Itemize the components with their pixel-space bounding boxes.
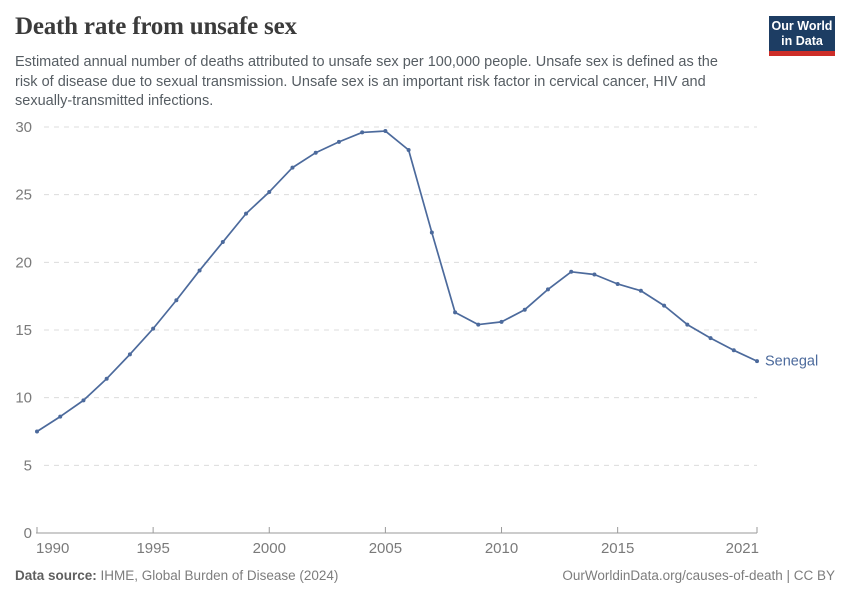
data-point[interactable] (429, 230, 434, 235)
y-tick-label: 20 (15, 254, 32, 271)
data-point[interactable] (662, 303, 667, 308)
series-end-label: Senegal (765, 354, 818, 370)
data-point[interactable] (35, 429, 39, 434)
data-point[interactable] (406, 148, 411, 153)
subtitle-line: risk of disease due to sexual transmissi… (15, 73, 706, 90)
data-point[interactable] (174, 298, 179, 303)
x-tick-label: 2005 (369, 540, 402, 557)
y-tick-label: 0 (24, 525, 32, 542)
owid-logo-line1: Our World (771, 19, 833, 33)
data-point[interactable] (569, 269, 574, 274)
data-point[interactable] (244, 211, 249, 216)
data-point[interactable] (197, 268, 202, 273)
line-chart[interactable]: 0 5 10 15 20 25 30 1990 1995 2000 2005 2010 2015 2021… (0, 110, 850, 565)
data-point[interactable] (104, 376, 109, 381)
page-title: Death rate from unsafe sex (15, 13, 297, 40)
data-point[interactable] (731, 348, 736, 353)
data-point[interactable] (383, 129, 388, 134)
data-point[interactable] (290, 165, 295, 170)
data-point[interactable] (685, 322, 690, 327)
data-point[interactable] (522, 307, 527, 312)
x-tick-label: 2021 (726, 540, 759, 557)
data-point[interactable] (476, 322, 481, 327)
subtitle-line: Estimated annual number of deaths attrib… (15, 54, 718, 70)
data-point[interactable] (708, 336, 713, 341)
data-point[interactable] (267, 189, 272, 194)
data-point[interactable] (151, 326, 156, 331)
data-point[interactable] (81, 398, 86, 403)
data-point[interactable] (638, 288, 643, 293)
data-point[interactable] (220, 240, 225, 245)
owid-logo-line2: in Data (781, 34, 823, 48)
y-tick-label: 15 (15, 322, 32, 339)
x-tick-label: 2000 (253, 540, 286, 557)
page-subtitle: Estimated annual number of deaths attrib… (15, 53, 775, 112)
data-source-label: Data source: (15, 568, 97, 583)
x-tick-label: 1995 (136, 540, 169, 557)
data-point[interactable] (592, 272, 597, 277)
credit-link[interactable]: OurWorldinData.org/causes-of-death | CC … (562, 568, 835, 583)
series-line[interactable] (36, 130, 758, 433)
y-tick-label: 25 (15, 187, 32, 204)
owid-logo[interactable]: Our World in Data (769, 16, 835, 56)
data-point[interactable] (360, 130, 365, 135)
data-point[interactable] (453, 310, 458, 315)
data-point[interactable] (58, 414, 63, 419)
x-tick-label: 2010 (485, 540, 518, 557)
y-tick-label: 30 (15, 119, 32, 136)
data-source: Data source: IHME, Global Burden of Dise… (15, 568, 338, 583)
data-point[interactable] (499, 319, 504, 324)
data-point[interactable] (336, 139, 341, 144)
data-point[interactable] (313, 150, 318, 155)
data-source-value: IHME, Global Burden of Disease (2024) (96, 568, 339, 583)
data-point[interactable] (127, 352, 132, 357)
data-point[interactable] (755, 359, 760, 364)
data-point[interactable] (545, 287, 550, 292)
x-tick-label: 2015 (601, 540, 634, 557)
page-footer: Data source: IHME, Global Burden of Dise… (15, 568, 835, 583)
y-tick-label: 5 (24, 457, 32, 474)
y-tick-label: 10 (15, 390, 32, 407)
x-tick-label: 1990 (36, 540, 69, 557)
data-point[interactable] (615, 281, 620, 286)
subtitle-line: sexually-transmitted infections. (15, 93, 214, 109)
